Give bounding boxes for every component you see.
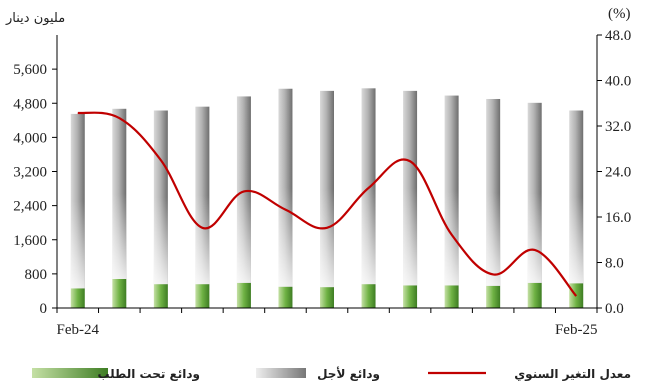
bar-demand-deposits (70, 288, 85, 308)
bar-time-deposits-sheen (361, 88, 376, 285)
bar-demand-deposits (361, 284, 376, 308)
left-axis-tick-label: 2,400 (13, 199, 47, 215)
legend-label-line: معدل التغير السنوي (514, 367, 631, 382)
bar-time-deposits-sheen (320, 90, 334, 288)
bar-time-deposits-sheen (403, 90, 418, 286)
right-axis-tick-label: 16.0 (605, 210, 631, 226)
left-axis-tick-label: 800 (25, 267, 48, 283)
x-axis-tick-label-first: Feb-24 (57, 322, 100, 338)
bar-demand-deposits (112, 278, 127, 308)
ticks-layer: 0 800 1,600 2,400 3,200 4,000 4,800 5,600 0.0 8.0… (13, 28, 631, 338)
bar-time-deposits-sheen (486, 98, 501, 286)
bar-demand-deposits (153, 284, 168, 308)
left-axis-unit-label: مليون دينار (5, 11, 65, 26)
bars-layer (70, 88, 584, 308)
bar-time-deposits-sheen (153, 110, 168, 285)
right-axis-tick-label: 8.0 (605, 256, 624, 272)
bar-demand-deposits (403, 285, 418, 308)
bar-time-deposits-sheen (236, 96, 251, 283)
left-axis-tick-label: 0 (40, 301, 48, 317)
left-axis-tick-label: 3,200 (13, 165, 47, 181)
bar-demand-deposits (236, 282, 251, 308)
bar-demand-deposits (278, 286, 293, 308)
bar-demand-deposits (486, 285, 501, 308)
right-axis-tick-label: 24.0 (605, 165, 631, 181)
bar-demand-deposits (320, 287, 334, 308)
bar-time-deposits-sheen (569, 110, 584, 284)
bar-time-deposits-sheen (112, 108, 127, 279)
left-axis-tick-label: 4,000 (13, 130, 47, 146)
legend-swatch-demand (32, 368, 108, 378)
series-line-annual-change (77, 111, 578, 297)
right-axis-tick-label: 40.0 (605, 74, 631, 90)
right-axis-tick-label: 32.0 (605, 119, 631, 135)
legend-label-time: ودائع لأجل (317, 366, 380, 382)
bar-demand-deposits (195, 284, 210, 308)
right-axis-tick-label: 0.0 (605, 301, 624, 317)
bar-demand-deposits (527, 282, 542, 308)
x-axis-tick-label-last: Feb-25 (555, 322, 598, 338)
line-layer (77, 111, 578, 297)
right-axis-tick-label: 48.0 (605, 28, 631, 44)
bar-time-deposits-sheen (195, 106, 210, 285)
legend: ودائع تحت الطلب ودائع لأجل معدل التغير ا… (32, 366, 631, 382)
bar-time-deposits-sheen (70, 113, 85, 289)
bar-time-deposits-sheen (444, 95, 459, 286)
bar-time-deposits-sheen (278, 88, 293, 287)
right-axis-unit-label: (%) (608, 6, 631, 22)
legend-label-demand: ودائع تحت الطلب (97, 367, 200, 382)
bar-time-deposits-sheen (527, 102, 542, 283)
bar-demand-deposits (444, 285, 459, 308)
left-axis-tick-label: 5,600 (13, 62, 47, 78)
left-axis-tick-label: 4,800 (13, 96, 47, 112)
left-axis-tick-label: 1,600 (13, 233, 47, 249)
legend-swatch-time (256, 368, 306, 378)
